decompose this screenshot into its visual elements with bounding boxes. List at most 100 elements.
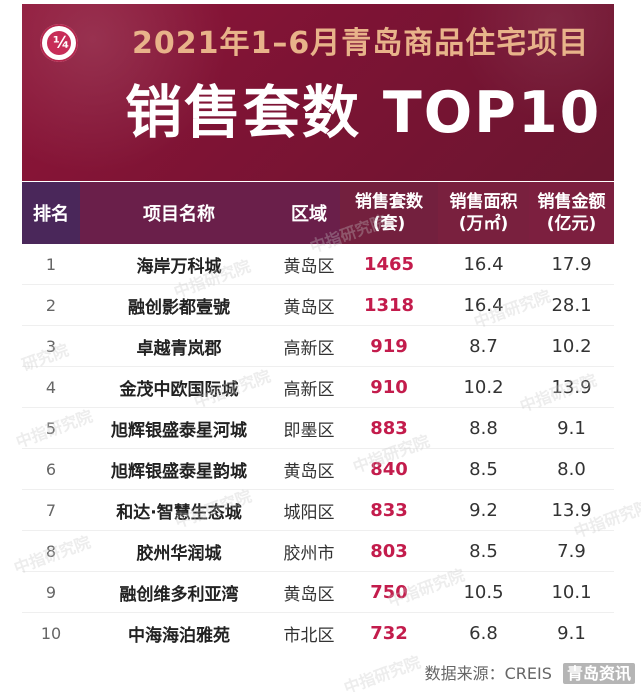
sales-area-cell: 16.4 — [463, 254, 504, 275]
sales-amount-cell: 8.0 — [557, 459, 586, 480]
rank-cell: 4 — [45, 378, 57, 397]
logo-mark: ¼ — [53, 33, 70, 52]
amount-header-line1: 销售金额 — [537, 192, 606, 212]
sales-count-cell: 910 — [370, 377, 408, 398]
table-row: 1 海岸万科城 黄岛区 1465 16.4 17.9 — [22, 244, 614, 285]
row-divider — [22, 489, 614, 490]
table-row: 2 融创影都壹號 黄岛区 1318 16.4 28.1 — [22, 285, 614, 326]
row-divider — [22, 366, 614, 367]
sales-area-cell: 10.2 — [463, 377, 504, 398]
page-subtitle: 2021年1–6月青岛商品住宅项目 — [132, 26, 590, 61]
rank-column-header: 排名 — [22, 182, 80, 244]
sales-area-cell: 8.5 — [469, 541, 498, 562]
sales-count-cell: 1465 — [363, 254, 415, 275]
sales-area-cell: 8.7 — [469, 336, 498, 357]
amount-column-header: 销售金额 (亿元) — [529, 182, 614, 244]
footer-source: 数据来源：CREIS 青岛资讯 — [425, 660, 635, 684]
table-body: 1 海岸万科城 黄岛区 1465 16.4 17.9 2 融创影都壹號 黄岛区 … — [22, 244, 614, 652]
sales-count-cell: 732 — [370, 623, 408, 644]
table-row: 6 旭辉银盛泰星韵城 黄岛区 840 8.5 8.0 — [22, 449, 614, 490]
sales-area-cell: 6.8 — [469, 623, 498, 644]
space-header-line2: (万㎡) — [458, 214, 509, 234]
area-cell: 黄岛区 — [283, 585, 335, 605]
area-cell: 黄岛区 — [283, 298, 335, 318]
row-divider — [22, 612, 614, 613]
table-header-row: 排名 项目名称 区域 销售套数 (套) 销售面积 (万㎡) 销售金额 (亿元) — [22, 182, 614, 244]
rank-cell: 8 — [45, 542, 57, 561]
brand-logo: ¼ — [40, 24, 78, 62]
watermark-text: 中指研究院 — [341, 652, 424, 692]
space-header-line1: 销售面积 — [449, 192, 518, 212]
header-banner: ¼ 2021年1–6月青岛商品住宅项目 销售套数 TOP10 — [22, 4, 614, 181]
table-row: 9 融创维多利亚湾 黄岛区 750 10.5 10.1 — [22, 572, 614, 613]
rank-cell: 10 — [40, 624, 62, 643]
table-row: 7 和达·智慧生态城 城阳区 833 9.2 13.9 — [22, 490, 614, 531]
row-divider — [22, 448, 614, 449]
sales-amount-cell: 10.2 — [551, 336, 592, 357]
row-divider — [22, 571, 614, 572]
area-cell: 黄岛区 — [283, 462, 335, 482]
area-cell: 市北区 — [283, 626, 335, 646]
sales-amount-cell: 28.1 — [551, 295, 592, 316]
project-name-cell: 中海海泊雅苑 — [128, 626, 230, 646]
area-cell: 高新区 — [283, 380, 335, 400]
project-name-cell: 海岸万科城 — [136, 257, 222, 277]
area-cell: 城阳区 — [283, 503, 335, 523]
sales-column-header: 销售套数 (套) — [340, 182, 438, 244]
area-cell: 胶州市 — [283, 544, 335, 564]
row-divider — [22, 325, 614, 326]
rank-cell: 7 — [45, 501, 57, 520]
sales-count-cell: 883 — [370, 418, 408, 439]
sales-amount-cell: 13.9 — [551, 500, 592, 521]
area-cell: 高新区 — [283, 339, 335, 359]
project-name-cell: 胶州华润城 — [136, 544, 222, 564]
sales-count-cell: 919 — [370, 336, 408, 357]
rank-cell: 6 — [45, 460, 57, 479]
sales-amount-cell: 9.1 — [557, 623, 586, 644]
project-name-cell: 融创影都壹號 — [128, 298, 230, 318]
table-row: 10 中海海泊雅苑 市北区 732 6.8 9.1 — [22, 613, 614, 654]
area-column-header: 区域 — [278, 182, 340, 244]
sales-amount-cell: 9.1 — [557, 418, 586, 439]
sales-amount-cell: 7.9 — [557, 541, 586, 562]
rank-cell: 9 — [45, 583, 57, 602]
row-divider — [22, 530, 614, 531]
sales-count-cell: 840 — [370, 459, 408, 480]
project-name-cell: 旭辉银盛泰星河城 — [111, 421, 247, 441]
sales-amount-cell: 13.9 — [551, 377, 592, 398]
rank-cell: 3 — [45, 337, 57, 356]
sales-count-cell: 833 — [370, 500, 408, 521]
header-divider — [22, 181, 614, 182]
area-cell: 即墨区 — [283, 421, 335, 441]
footer-right-text: 青岛资讯 — [562, 663, 635, 684]
rank-cell: 1 — [45, 255, 57, 274]
sales-amount-cell: 10.1 — [551, 582, 592, 603]
sales-header-line2: (套) — [372, 214, 406, 234]
sales-count-cell: 803 — [370, 541, 408, 562]
sales-count-cell: 750 — [370, 582, 408, 603]
page-title: 销售套数 TOP10 — [125, 80, 602, 146]
area-cell: 黄岛区 — [283, 257, 335, 277]
table-row: 3 卓越青岚郡 高新区 919 8.7 10.2 — [22, 326, 614, 367]
amount-header-line2: (亿元) — [546, 214, 597, 234]
sales-area-cell: 9.2 — [469, 500, 498, 521]
sales-count-cell: 1318 — [363, 295, 415, 316]
footer-left-text: 数据来源：CREIS — [424, 664, 552, 683]
sales-header-line1: 销售套数 — [355, 192, 423, 212]
project-name-cell: 旭辉银盛泰星韵城 — [111, 462, 247, 482]
project-name-column-header: 项目名称 — [80, 182, 278, 244]
sales-area-cell: 8.5 — [469, 459, 498, 480]
sales-area-cell: 8.8 — [469, 418, 498, 439]
table-row: 4 金茂中欧国际城 高新区 910 10.2 13.9 — [22, 367, 614, 408]
project-name-cell: 卓越青岚郡 — [136, 339, 222, 359]
project-name-cell: 融创维多利亚湾 — [119, 585, 239, 605]
row-divider — [22, 407, 614, 408]
project-name-cell: 金茂中欧国际城 — [119, 380, 239, 400]
sales-area-cell: 10.5 — [463, 582, 504, 603]
sales-area-cell: 16.4 — [463, 295, 504, 316]
row-divider — [22, 284, 614, 285]
rank-cell: 5 — [45, 419, 57, 438]
table-row: 5 旭辉银盛泰星河城 即墨区 883 8.8 9.1 — [22, 408, 614, 449]
rank-cell: 2 — [45, 296, 57, 315]
